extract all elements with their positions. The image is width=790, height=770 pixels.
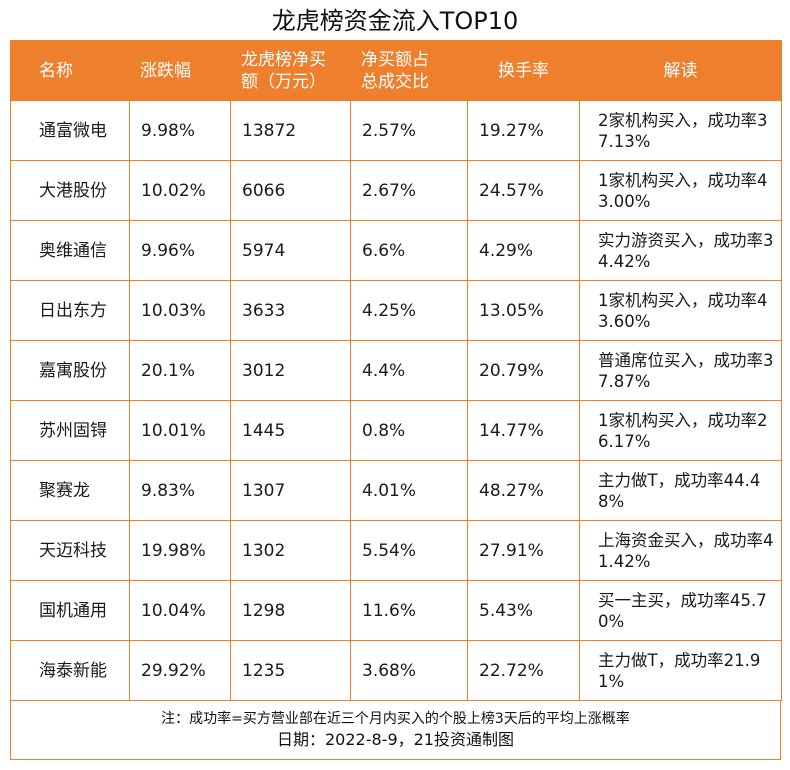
- table-row: 通富微电 9.98% 13872 2.57% 19.27% 2家机构买入，成功率…: [10, 100, 782, 161]
- cell-ratio: 2.57%: [350, 100, 468, 161]
- cell-change: 9.96%: [129, 220, 231, 281]
- cell-name: 天迈科技: [10, 520, 130, 581]
- date-credit: 日期：2022-8-9，21投资通制图: [277, 730, 514, 749]
- cell-note: 1家机构买入，成功率43.60%: [579, 280, 782, 341]
- cell-turnover: 20.79%: [467, 340, 580, 401]
- cell-ratio: 6.6%: [350, 220, 468, 281]
- cell-note: 实力游资买入，成功率34.42%: [579, 220, 782, 281]
- cell-change: 10.02%: [129, 160, 231, 221]
- table-row: 奥维通信 9.96% 5974 6.6% 4.29% 实力游资买入，成功率34.…: [10, 220, 782, 281]
- cell-turnover: 13.05%: [467, 280, 580, 341]
- table-row: 天迈科技 19.98% 1302 5.54% 27.91% 上海资金买入，成功率…: [10, 520, 782, 581]
- footer: 注：成功率=买方营业部在近三个月内买入的个股上榜3天后的平均上涨概率 日期：20…: [10, 701, 781, 760]
- table-row: 大港股份 10.02% 6066 2.67% 24.57% 1家机构买入，成功率…: [10, 160, 782, 221]
- cell-turnover: 4.29%: [467, 220, 580, 281]
- table-row: 嘉寓股份 20.1% 3012 4.4% 20.79% 普通席位买入，成功率37…: [10, 340, 782, 401]
- cell-change: 9.98%: [129, 100, 231, 161]
- cell-name: 苏州固锝: [10, 400, 130, 461]
- cell-name: 日出东方: [10, 280, 130, 341]
- cell-note: 2家机构买入，成功率37.13%: [579, 100, 782, 161]
- cell-change: 29.92%: [129, 640, 231, 701]
- cell-ratio: 2.67%: [350, 160, 468, 221]
- header-row: 名称 涨跌幅 龙虎榜净买 额（万元） 净买额占 总成交比 换手率 解读: [10, 40, 782, 101]
- header-ratio-line1: 净买额占: [361, 49, 429, 70]
- cell-turnover: 14.77%: [467, 400, 580, 461]
- table-row: 海泰新能 29.92% 1235 3.68% 22.72% 主力做T，成功率21…: [10, 640, 782, 701]
- data-table: 名称 涨跌幅 龙虎榜净买 额（万元） 净买额占 总成交比 换手率 解读 通富微电…: [10, 40, 782, 701]
- cell-change: 10.01%: [129, 400, 231, 461]
- cell-name: 通富微电: [10, 100, 130, 161]
- header-ratio-line2: 总成交比: [361, 71, 429, 92]
- header-turnover: 换手率: [467, 40, 580, 101]
- table-row: 日出东方 10.03% 3633 4.25% 13.05% 1家机构买入，成功率…: [10, 280, 782, 341]
- header-name: 名称: [10, 40, 130, 101]
- cell-net-buy: 1235: [230, 640, 351, 701]
- cell-ratio: 3.68%: [350, 640, 468, 701]
- cell-name: 聚赛龙: [10, 460, 130, 521]
- cell-net-buy: 1445: [230, 400, 351, 461]
- cell-turnover: 48.27%: [467, 460, 580, 521]
- table-row: 聚赛龙 9.83% 1307 4.01% 48.27% 主力做T，成功率44.4…: [10, 460, 782, 521]
- cell-change: 19.98%: [129, 520, 231, 581]
- cell-turnover: 27.91%: [467, 520, 580, 581]
- cell-ratio: 11.6%: [350, 580, 468, 641]
- cell-ratio: 4.01%: [350, 460, 468, 521]
- header-net-buy-line1: 龙虎榜净买: [241, 49, 326, 70]
- cell-change: 10.03%: [129, 280, 231, 341]
- cell-name: 国机通用: [10, 580, 130, 641]
- cell-name: 大港股份: [10, 160, 130, 221]
- cell-ratio: 4.25%: [350, 280, 468, 341]
- header-net-buy-line2: 额（万元）: [241, 71, 326, 92]
- cell-turnover: 19.27%: [467, 100, 580, 161]
- cell-net-buy: 3012: [230, 340, 351, 401]
- cell-note: 1家机构买入，成功率43.00%: [579, 160, 782, 221]
- header-change: 涨跌幅: [129, 40, 231, 101]
- cell-turnover: 22.72%: [467, 640, 580, 701]
- cell-name: 海泰新能: [10, 640, 130, 701]
- cell-ratio: 5.54%: [350, 520, 468, 581]
- header-note: 解读: [579, 40, 782, 101]
- header-net-buy: 龙虎榜净买 额（万元）: [230, 40, 351, 101]
- cell-change: 10.04%: [129, 580, 231, 641]
- cell-change: 9.83%: [129, 460, 231, 521]
- cell-name: 嘉寓股份: [10, 340, 130, 401]
- table-row: 苏州固锝 10.01% 1445 0.8% 14.77% 1家机构买入，成功率2…: [10, 400, 782, 461]
- page-title: 龙虎榜资金流入TOP10: [271, 7, 519, 35]
- footnote: 注：成功率=买方营业部在近三个月内买入的个股上榜3天后的平均上涨概率: [161, 711, 630, 727]
- cell-net-buy: 13872: [230, 100, 351, 161]
- cell-note: 主力做T，成功率21.91%: [579, 640, 782, 701]
- cell-net-buy: 1298: [230, 580, 351, 641]
- cell-net-buy: 3633: [230, 280, 351, 341]
- cell-net-buy: 1302: [230, 520, 351, 581]
- cell-change: 20.1%: [129, 340, 231, 401]
- cell-net-buy: 6066: [230, 160, 351, 221]
- cell-note: 普通席位买入，成功率37.87%: [579, 340, 782, 401]
- cell-ratio: 0.8%: [350, 400, 468, 461]
- cell-name: 奥维通信: [10, 220, 130, 281]
- table-row: 国机通用 10.04% 1298 11.6% 5.43% 买一主买，成功率45.…: [10, 580, 782, 641]
- cell-note: 买一主买，成功率45.70%: [579, 580, 782, 641]
- header-ratio: 净买额占 总成交比: [350, 40, 468, 101]
- cell-net-buy: 5974: [230, 220, 351, 281]
- cell-note: 1家机构买入，成功率26.17%: [579, 400, 782, 461]
- cell-net-buy: 1307: [230, 460, 351, 521]
- cell-ratio: 4.4%: [350, 340, 468, 401]
- cell-note: 主力做T，成功率44.48%: [579, 460, 782, 521]
- cell-turnover: 5.43%: [467, 580, 580, 641]
- cell-turnover: 24.57%: [467, 160, 580, 221]
- cell-note: 上海资金买入，成功率41.42%: [579, 520, 782, 581]
